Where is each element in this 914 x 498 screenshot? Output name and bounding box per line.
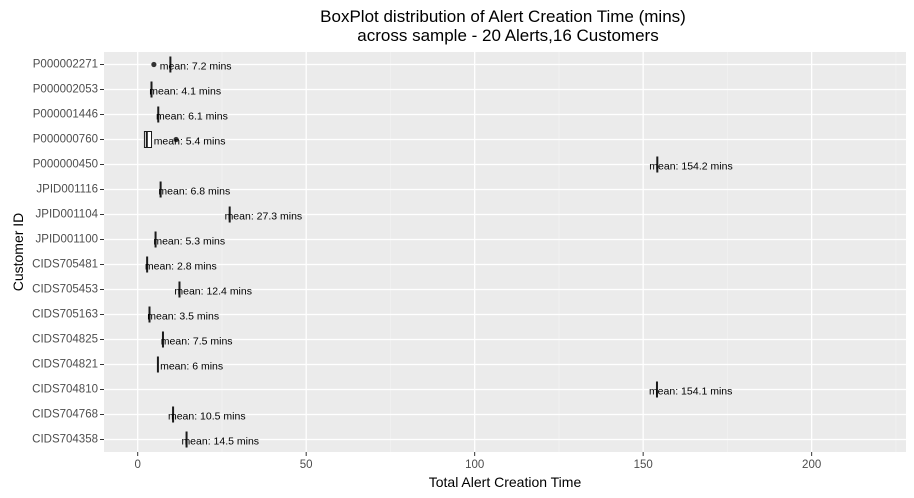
major-gridlines [104, 52, 906, 452]
y-tick-label-P000002271: P000002271 [33, 59, 98, 71]
y-tick-label-CIDS704768: CIDS704768 [32, 409, 98, 421]
y-tick-label-CIDS705163: CIDS705163 [32, 309, 98, 321]
y-axis: P000002271 P000002053 P000001446 P000000760… [32, 59, 104, 446]
y-tick-label-P000002053: P000002053 [33, 84, 98, 96]
mean-label-P000002053: mean: 4.1 mins [149, 85, 221, 97]
mean-label-P000002271: mean: 7.2 mins [160, 60, 232, 72]
mean-label-CIDS705453: mean: 12.4 mins [174, 285, 252, 297]
mean-label-CIDS705163: mean: 3.5 mins [147, 310, 219, 322]
mean-label-P000001446: mean: 6.1 mins [156, 110, 228, 122]
box-marks [143, 56, 659, 448]
mean-label-CIDS704821: mean: 6 mins [160, 360, 223, 372]
mean-label-JPID001100: mean: 5.3 mins [153, 235, 225, 247]
y-tick-label-CIDS705481: CIDS705481 [32, 259, 98, 271]
y-tick-label-JPID001116: JPID001116 [36, 184, 98, 196]
mean-label-CIDS704825: mean: 7.5 mins [161, 335, 233, 347]
minor-gridlines [221, 52, 897, 452]
y-tick-label-JPID001100: JPID001100 [36, 234, 98, 246]
x-tick-label-100: 100 [465, 459, 484, 471]
y-tick-label-CIDS705453: CIDS705453 [32, 284, 98, 296]
plot-panel [104, 52, 906, 452]
mean-label-P000000450: mean: 154.2 mins [649, 160, 732, 172]
y-tick-label-CIDS704358: CIDS704358 [32, 434, 98, 446]
x-tick-label-200: 200 [802, 459, 821, 471]
x-axis: 0 50 100 150 200 [134, 452, 821, 471]
x-tick-label-0: 0 [134, 459, 140, 471]
x-tick-label-50: 50 [300, 459, 313, 471]
mean-label-CIDS705481: mean: 2.8 mins [145, 260, 217, 272]
y-tick-label-CIDS704821: CIDS704821 [32, 359, 98, 371]
y-axis-title: Customer ID [10, 213, 26, 292]
box-P000000760 [143, 131, 153, 148]
mean-annotations: mean: 7.2 mins mean: 4.1 mins mean: 6.1 mi… [145, 60, 733, 447]
outlier-P000000760 [173, 136, 179, 143]
mean-label-CIDS704768: mean: 10.5 mins [168, 410, 246, 422]
mean-label-JPID001116: mean: 6.8 mins [158, 185, 230, 197]
mean-label-P000000760: mean: 5.4 mins [154, 135, 226, 147]
y-tick-label-CIDS704825: CIDS704825 [32, 334, 98, 346]
chart-title: BoxPlot distribution of Alert Creation T… [320, 7, 686, 26]
y-tick-label-JPID001104: JPID001104 [36, 209, 99, 221]
y-tick-label-P000000450: P000000450 [33, 159, 98, 171]
chart-subtitle: across sample - 20 Alerts,16 Customers [357, 26, 658, 45]
mean-label-JPID001104: mean: 27.3 mins [225, 210, 303, 222]
y-tick-label-P000000760: P000000760 [33, 134, 98, 146]
mean-label-CIDS704810: mean: 154.1 mins [649, 385, 732, 397]
x-axis-title: Total Alert Creation Time [429, 474, 582, 490]
outlier-P000002271 [151, 61, 157, 68]
y-tick-label-CIDS704810: CIDS704810 [32, 384, 98, 396]
y-tick-label-P000001446: P000001446 [33, 109, 98, 121]
mean-label-CIDS704358: mean: 14.5 mins [181, 435, 259, 447]
x-tick-label-150: 150 [634, 459, 653, 471]
